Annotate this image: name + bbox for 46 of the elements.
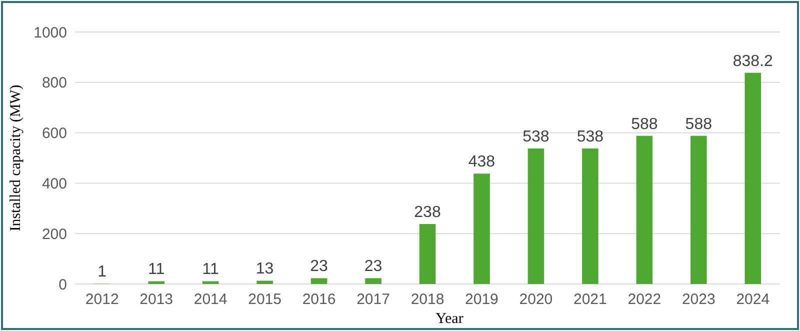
bar (690, 136, 707, 284)
x-tick-label: 2012 (85, 291, 119, 308)
x-tick-label: 2014 (194, 291, 228, 308)
x-tick-label: 2022 (628, 291, 662, 308)
data-label: 838.2 (732, 52, 773, 70)
data-label: 238 (414, 204, 441, 222)
x-tick-label: 2020 (519, 291, 553, 308)
bar (744, 72, 762, 284)
x-tick-label: 2015 (248, 291, 282, 308)
data-label: 23 (310, 258, 328, 276)
bar (310, 278, 328, 284)
x-tick-label: 2021 (574, 291, 607, 308)
data-label: 1 (98, 264, 107, 281)
x-tick-label: 2013 (140, 291, 174, 308)
x-axis-title: Year (436, 311, 464, 327)
x-tick-label: 2024 (736, 291, 770, 308)
data-label: 538 (576, 128, 604, 146)
data-label: 23 (364, 258, 382, 276)
data-label: 11 (202, 261, 219, 278)
bar (256, 280, 273, 284)
bar (636, 136, 653, 284)
y-tick-label: 400 (42, 175, 67, 192)
x-tick-label: 2023 (682, 291, 716, 308)
data-label: 538 (522, 128, 550, 146)
bar (582, 148, 598, 284)
x-tick-label: 2018 (410, 291, 444, 308)
data-label: 588 (685, 116, 712, 133)
y-axis-title: Installed capacity (MW) (8, 84, 24, 232)
x-tick-label: 2016 (302, 291, 336, 308)
bar (528, 148, 544, 284)
data-label: 438 (468, 154, 496, 171)
bar (148, 281, 164, 284)
data-label: 13 (256, 260, 274, 278)
data-label: 11 (148, 261, 165, 278)
bar (474, 174, 490, 284)
y-tick-label: 200 (42, 226, 67, 243)
bar (365, 278, 382, 284)
x-tick-label: 2017 (356, 291, 390, 308)
y-tick-label: 1000 (34, 24, 67, 42)
y-tick-label: 800 (42, 74, 67, 92)
y-tick-label: 0 (58, 276, 67, 294)
bar (419, 224, 436, 284)
bar (202, 281, 219, 284)
data-label: 588 (631, 116, 658, 133)
y-tick-label: 600 (42, 125, 67, 142)
x-tick-label: 2019 (465, 291, 498, 308)
